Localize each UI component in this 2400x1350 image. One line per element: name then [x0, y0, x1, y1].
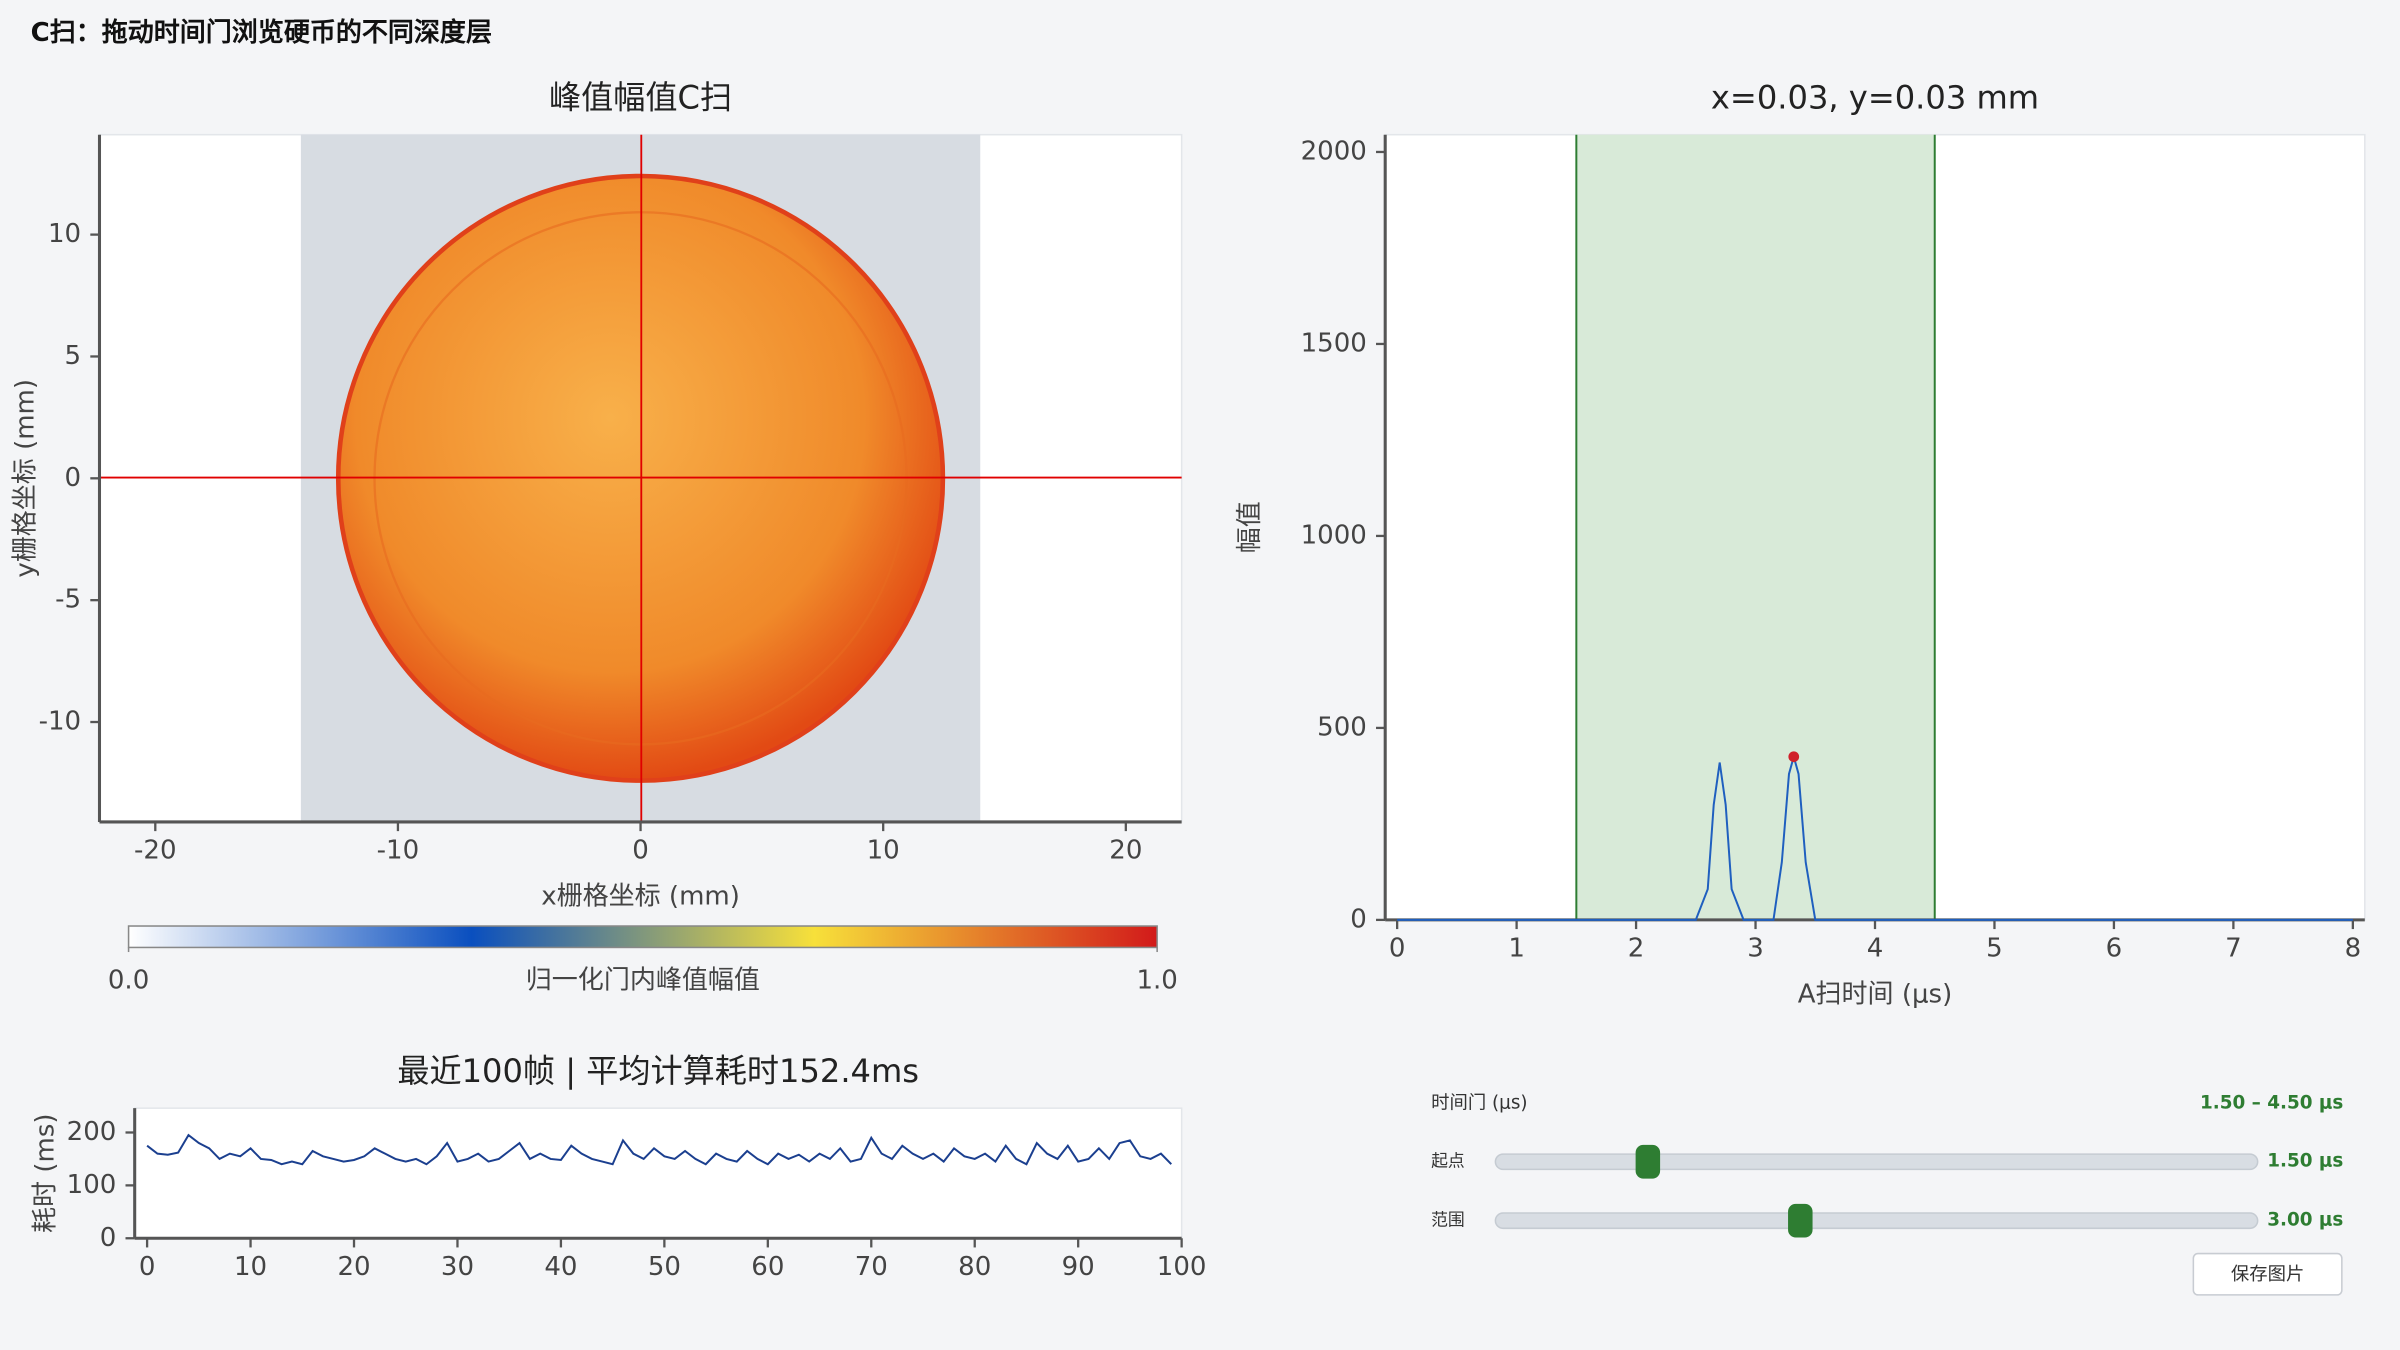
x-tick-label: 8: [2345, 933, 2362, 963]
y-tick-label: 100: [67, 1170, 117, 1200]
x-tick-label: 3: [1747, 933, 1764, 963]
x-tick-label: -10: [377, 836, 420, 866]
x-tick-label: 20: [337, 1252, 370, 1282]
x-tick-label: 2: [1628, 933, 1645, 963]
y-tick-label: 1500: [1301, 328, 1367, 358]
y-tick-label: 10: [48, 219, 81, 249]
page-title: C扫：拖动时间门浏览硬币的不同深度层: [31, 17, 492, 48]
chart-title: 峰值幅值C扫: [549, 78, 732, 116]
y-axis-label: y栅格坐标 (mm): [11, 379, 41, 578]
x-tick-label: 40: [544, 1252, 577, 1282]
x-tick-label: 4: [1867, 933, 1884, 963]
series-line: [146, 1133, 1172, 1166]
colorbar-tick-label: 0.0: [108, 966, 149, 996]
y-tick-label: 0: [100, 1223, 117, 1253]
x-tick-label: 80: [958, 1252, 991, 1282]
y-axis-label: 幅值: [1235, 501, 1265, 553]
x-tick-label: 0: [632, 836, 649, 866]
x-tick-label: 70: [855, 1252, 888, 1282]
colorbar: [127, 925, 1158, 949]
slider-thumb[interactable]: [1635, 1144, 1661, 1179]
x-tick-label: 1: [1508, 933, 1525, 963]
x-tick-label: 60: [751, 1252, 784, 1282]
slider-value: 1.50 μs: [2267, 1151, 2343, 1172]
x-tick-label: 7: [2225, 933, 2242, 963]
x-axis-label: A扫时间 (μs): [1798, 979, 1953, 1009]
y-axis-label: 耗时 (ms): [30, 1113, 60, 1233]
gate-value: 1.50 – 4.50 μs: [2200, 1093, 2343, 1114]
x-tick-label: 90: [1062, 1252, 1095, 1282]
gate-label: 时间门 (μs): [1431, 1093, 1528, 1114]
y-tick-label: 1000: [1301, 520, 1367, 550]
y-tick-label: 5: [65, 341, 82, 371]
save-button-label[interactable]: 保存图片: [2231, 1264, 2304, 1285]
slider-label: 范围: [1431, 1210, 1465, 1230]
y-tick-label: 200: [67, 1117, 117, 1147]
y-tick-label: 0: [1350, 904, 1367, 934]
x-tick-label: 0: [139, 1252, 156, 1282]
y-tick-label: 500: [1317, 712, 1367, 742]
save-button[interactable]: [2192, 1252, 2343, 1296]
x-tick-label: 10: [867, 836, 900, 866]
y-tick-label: -5: [55, 585, 81, 615]
x-tick-label: 20: [1109, 836, 1142, 866]
chart-title: x=0.03, y=0.03 mm: [1711, 78, 2039, 116]
y-tick-label: 2000: [1301, 136, 1367, 166]
slider-label: 起点: [1431, 1151, 1465, 1171]
time-gate: [1576, 134, 1935, 920]
slider-track[interactable]: [1494, 1153, 2259, 1171]
series-line: [1397, 752, 2353, 921]
x-tick-label: -20: [134, 836, 177, 866]
x-tick-label: 50: [648, 1252, 681, 1282]
slider-track[interactable]: [1494, 1212, 2259, 1230]
x-tick-label: 10: [234, 1252, 267, 1282]
y-tick-label: 0: [65, 463, 82, 493]
plot-area: [133, 1107, 1183, 1240]
x-tick-label: 6: [2106, 933, 2123, 963]
x-tick-label: 100: [1157, 1252, 1207, 1282]
colorbar-tick-label: 1.0: [1136, 966, 1177, 996]
slider-thumb[interactable]: [1788, 1203, 1813, 1238]
x-tick-label: 5: [1986, 933, 2003, 963]
slider-value: 3.00 μs: [2267, 1210, 2343, 1231]
colorbar-label: 归一化门内峰值幅值: [526, 966, 760, 996]
x-tick-label: 30: [441, 1252, 474, 1282]
chart-title: 最近100帧 | 平均计算耗时152.4ms: [397, 1052, 919, 1090]
y-tick-label: -10: [39, 707, 82, 737]
x-tick-label: 0: [1389, 933, 1406, 963]
peak-marker: [1788, 751, 1800, 763]
x-axis-label: x栅格坐标 (mm): [541, 881, 740, 911]
